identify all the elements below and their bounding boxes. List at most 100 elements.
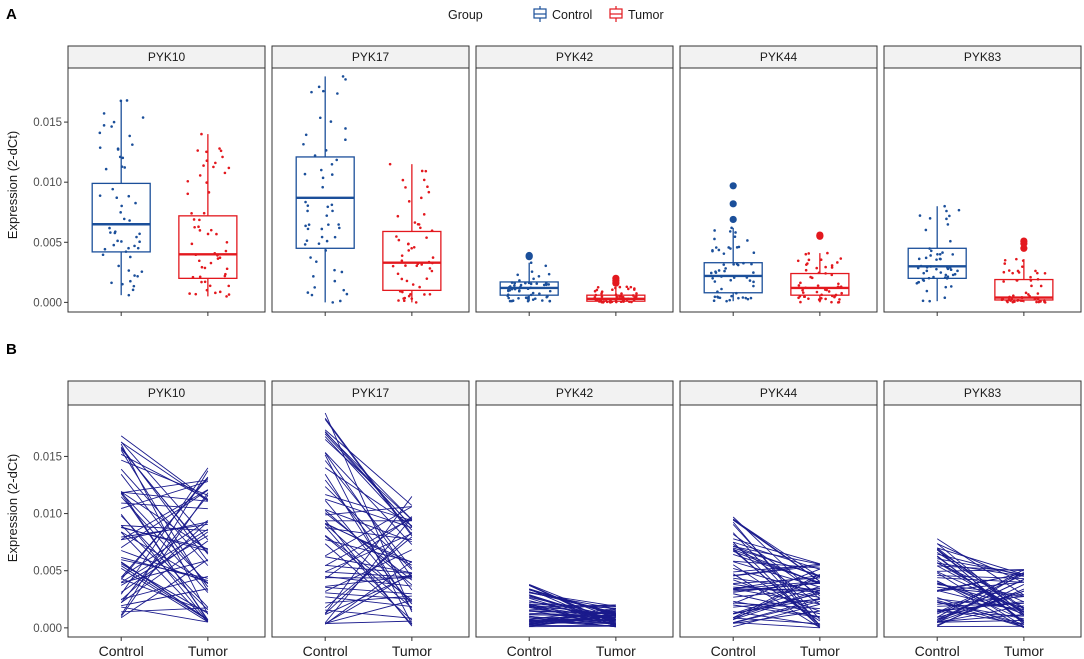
jitter-point <box>941 251 944 254</box>
b-xtick-label: Control <box>303 643 348 659</box>
pair-line <box>120 490 209 622</box>
b-lines-pyk17 <box>324 412 413 627</box>
jitter-point <box>309 256 312 259</box>
pair-line <box>529 615 616 619</box>
jitter-point <box>817 271 821 275</box>
legend-key-tumor <box>609 6 623 22</box>
pair-line <box>324 467 413 527</box>
jitter-point <box>205 150 208 154</box>
jitter-point <box>618 285 622 289</box>
jitter-point <box>807 258 811 262</box>
pair-line <box>121 606 208 623</box>
jitter-point <box>619 300 623 304</box>
jitter-point <box>102 124 106 127</box>
pair-line <box>324 535 413 609</box>
b-lines-pyk44 <box>732 516 821 629</box>
jitter-point <box>948 266 952 269</box>
panel-a-boxplots: 0.000 0.005 0.010 0.015 PYK10 PYK17 PYK42 PYK44… <box>33 45 1082 316</box>
jitter-point <box>338 226 341 230</box>
jitter-point <box>127 293 131 297</box>
jitter-point <box>1034 269 1037 273</box>
b-ytick-label-3: 0.015 <box>33 451 62 463</box>
jitter-point <box>219 149 223 153</box>
jitter-point <box>709 271 713 275</box>
jitter-point <box>949 268 953 272</box>
jitter-point <box>321 185 324 189</box>
jitter-point <box>331 301 335 304</box>
jitter-point <box>838 298 841 301</box>
jitter-point <box>929 265 933 268</box>
jitter-point <box>198 218 201 222</box>
jitter-point <box>324 149 328 152</box>
jitter-point <box>136 246 140 250</box>
jitter-point <box>915 282 919 285</box>
jitter-point <box>601 301 605 304</box>
pair-line <box>121 607 208 613</box>
a-box-pyk44-control <box>703 182 763 303</box>
panel-a-label: A <box>6 6 17 23</box>
jitter-point <box>830 294 834 298</box>
jitter-point <box>127 269 131 272</box>
pair-line <box>121 479 208 494</box>
b-ytick-label-0: 0.000 <box>33 623 62 635</box>
a-box-pyk44-tumor <box>790 231 850 304</box>
pair-line <box>325 509 413 543</box>
jitter-point <box>121 282 124 286</box>
jitter-point <box>531 291 535 295</box>
jitter-point <box>946 223 950 226</box>
pair-line <box>324 517 413 624</box>
jitter-point <box>507 296 510 300</box>
pair-line <box>732 573 821 628</box>
jitter-point <box>919 264 923 268</box>
jitter-point <box>400 254 404 257</box>
jitter-point <box>837 282 840 286</box>
jitter-point <box>398 289 402 293</box>
jitter-point <box>216 254 219 257</box>
jitter-point <box>129 255 132 259</box>
jitter-point <box>615 295 619 299</box>
jitter-point <box>136 275 139 278</box>
jitter-point <box>608 300 612 304</box>
jitter-point <box>712 299 716 303</box>
jitter-point <box>945 209 948 213</box>
pair-line <box>324 519 413 627</box>
pair-line <box>121 559 208 584</box>
jitter-point <box>593 289 597 293</box>
jitter-point <box>745 276 749 279</box>
jitter-point <box>935 258 938 261</box>
jitter-point <box>735 291 738 295</box>
jitter-point <box>319 168 323 172</box>
b-strip-label-2: PYK42 <box>556 386 594 400</box>
pair-line <box>120 531 209 584</box>
jitter-point <box>193 225 196 229</box>
jitter-point <box>303 172 307 176</box>
jitter-point <box>208 284 212 288</box>
a-box-pyk17-control <box>295 75 355 304</box>
pair-line <box>529 602 616 609</box>
jitter-point <box>924 228 928 232</box>
jitter-point <box>944 273 948 277</box>
jitter-point <box>141 116 145 119</box>
jitter-point <box>325 239 329 243</box>
pair-line <box>324 572 413 624</box>
jitter-point <box>304 200 307 204</box>
jitter-point <box>617 297 620 301</box>
jitter-point <box>400 259 404 263</box>
jitter-point <box>621 298 625 301</box>
outlier-point <box>729 182 737 190</box>
jitter-point <box>730 294 733 298</box>
jitter-point <box>714 270 717 273</box>
jitter-point <box>938 252 942 256</box>
jitter-point <box>306 204 310 207</box>
jitter-point <box>810 276 814 280</box>
jitter-point <box>541 299 544 302</box>
jitter-point <box>507 289 510 293</box>
jitter-point <box>397 238 401 242</box>
jitter-point <box>724 267 727 270</box>
jitter-point <box>948 214 951 218</box>
jitter-point <box>212 165 215 169</box>
pair-line <box>733 560 820 569</box>
jitter-point <box>614 293 618 297</box>
jitter-point <box>227 166 231 170</box>
